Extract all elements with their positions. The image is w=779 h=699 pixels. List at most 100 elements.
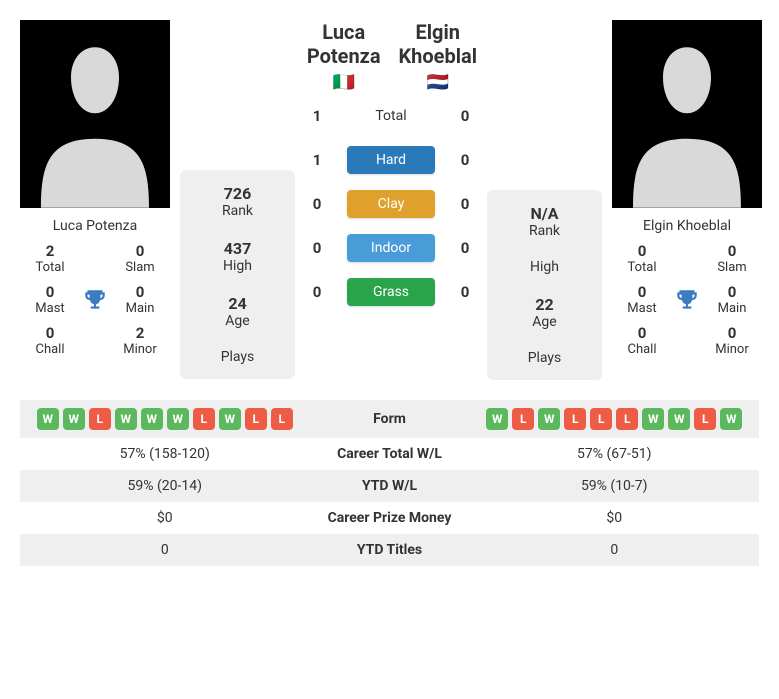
career-left: 57% (158-120) [30, 446, 300, 462]
surface-badge[interactable]: Indoor [347, 234, 435, 262]
surface-total-label: Total [347, 102, 435, 130]
career-right: 59% (10-7) [480, 478, 750, 494]
right-stat-age: 22Age [495, 295, 594, 330]
h2h-row: 0Clay0 [305, 190, 477, 218]
right-trophy-icon [670, 283, 704, 316]
career-table: WWLWWWLWLLFormWLWLLLWWLW57% (158-120)Car… [20, 400, 759, 566]
h2h-left-value: 1 [305, 107, 329, 125]
h2h-right-value: 0 [453, 239, 477, 257]
career-right: 57% (67-51) [480, 446, 750, 462]
right-stat-plays: Plays [495, 350, 594, 366]
form-badge: L [694, 408, 716, 430]
form-badge: W [115, 408, 137, 430]
left-stat-rank: 726Rank [188, 184, 287, 219]
form-badge: W [37, 408, 59, 430]
center-column: Luca Potenza 🇮🇹 Elgin Khoeblal 🇳🇱 1 Total… [305, 20, 477, 380]
form-badge: L [564, 408, 586, 430]
h2h-left-value: 1 [305, 151, 329, 169]
h2h-right-value: 0 [453, 283, 477, 301]
form-badge: W [141, 408, 163, 430]
h2h-right-value: 0 [453, 107, 477, 125]
form-badges: WLWLLLWWLW [480, 408, 750, 430]
career-right: 0 [480, 542, 750, 558]
right-player-silhouette [612, 20, 762, 208]
career-row: 0YTD Titles0 [20, 534, 759, 566]
right-title-mast: 0Mast [618, 283, 666, 316]
right-title-slam: 0Slam [708, 242, 756, 275]
h2h-right-value: 0 [453, 151, 477, 169]
career-label: Career Prize Money [300, 510, 480, 526]
left-player-card: Luca Potenza 2Total 0Slam 0Mast 0Main 0C… [20, 20, 170, 380]
surface-badge[interactable]: Hard [347, 146, 435, 174]
right-flag-icon: 🇳🇱 [398, 74, 477, 92]
form-badge: W [486, 408, 508, 430]
h2h-right-value: 0 [453, 195, 477, 213]
right-heading: Elgin Khoeblal 🇳🇱 [398, 20, 477, 92]
left-title-chall: 0Chall [26, 324, 74, 357]
form-badge: W [538, 408, 560, 430]
left-title-slam: 0Slam [116, 242, 164, 275]
right-title-minor: 0Minor [708, 324, 756, 357]
form-badge: L [512, 408, 534, 430]
header-row: Luca Potenza 🇮🇹 Elgin Khoeblal 🇳🇱 [305, 20, 477, 92]
right-title-main: 0Main [708, 283, 756, 316]
right-player-name: Elgin Khoeblal [612, 208, 762, 242]
career-right: WLWLLLWWLW [480, 408, 750, 430]
right-stat-rank: N/ARank [495, 204, 594, 239]
h2h-row: 1 Hard 0 [305, 146, 477, 174]
career-row: 57% (158-120)Career Total W/L57% (67-51) [20, 438, 759, 470]
form-badge: W [167, 408, 189, 430]
surface-badge[interactable]: Clay [347, 190, 435, 218]
right-player-card: Elgin Khoeblal 0Total 0Slam 0Mast 0Main … [612, 20, 762, 380]
left-stats-column: 726Rank 437High 24Age Plays [180, 170, 295, 379]
career-row: $0Career Prize Money$0 [20, 502, 759, 534]
h2h-row: 0 Grass 0 [305, 278, 477, 306]
career-row: 59% (20-14)YTD W/L59% (10-7) [20, 470, 759, 502]
top-section: Luca Potenza 2Total 0Slam 0Mast 0Main 0C… [20, 20, 759, 380]
left-title-minor: 2Minor [116, 324, 164, 357]
left-flag-icon: 🇮🇹 [305, 74, 382, 92]
career-left: WWLWWWLWLL [30, 408, 300, 430]
form-badge: L [193, 408, 215, 430]
career-row: WWLWWWLWLLFormWLWLLLWWLW [20, 400, 759, 438]
career-label: YTD W/L [300, 478, 480, 494]
h2h-row: 1 Total 0 [305, 102, 477, 130]
left-heading-name: Luca Potenza [305, 20, 382, 68]
h2h-row: 0 Indoor 0 [305, 234, 477, 262]
right-title-chall: 0Chall [618, 324, 666, 357]
left-titles-grid: 2Total 0Slam 0Mast 0Main 0Chall 2Minor [20, 242, 170, 367]
left-stat-high: 437High [188, 239, 287, 274]
left-title-main: 0Main [116, 283, 164, 316]
form-badge: L [245, 408, 267, 430]
right-titles-grid: 0Total 0Slam 0Mast 0Main 0Chall 0Minor [612, 242, 762, 367]
form-badge: W [720, 408, 742, 430]
surface-badge[interactable]: Grass [347, 278, 435, 306]
form-badge: W [219, 408, 241, 430]
form-badge: W [642, 408, 664, 430]
career-left: $0 [30, 510, 300, 526]
right-stats-column: N/ARank High 22Age Plays [487, 190, 602, 380]
left-heading: Luca Potenza 🇮🇹 [305, 20, 382, 92]
right-stat-high: High [495, 259, 594, 275]
left-trophy-icon [78, 283, 112, 316]
h2h-left-value: 0 [305, 283, 329, 301]
left-stat-age: 24Age [188, 294, 287, 329]
form-badge: L [590, 408, 612, 430]
form-badges: WWLWWWLWLL [30, 408, 300, 430]
right-heading-name: Elgin Khoeblal [398, 20, 477, 68]
career-label: YTD Titles [300, 542, 480, 558]
form-badge: L [616, 408, 638, 430]
career-label: Form [300, 411, 480, 427]
form-badge: W [668, 408, 690, 430]
left-title-total: 2Total [26, 242, 74, 275]
h2h-left-value: 0 [305, 239, 329, 257]
career-right: $0 [480, 510, 750, 526]
career-left: 59% (20-14) [30, 478, 300, 494]
form-badge: W [63, 408, 85, 430]
left-player-silhouette [20, 20, 170, 208]
h2h-section: 1Total01Hard00Clay00Indoor00Grass0 [305, 102, 477, 306]
career-left: 0 [30, 542, 300, 558]
form-badge: L [271, 408, 293, 430]
left-stat-plays: Plays [188, 349, 287, 365]
form-badge: L [89, 408, 111, 430]
